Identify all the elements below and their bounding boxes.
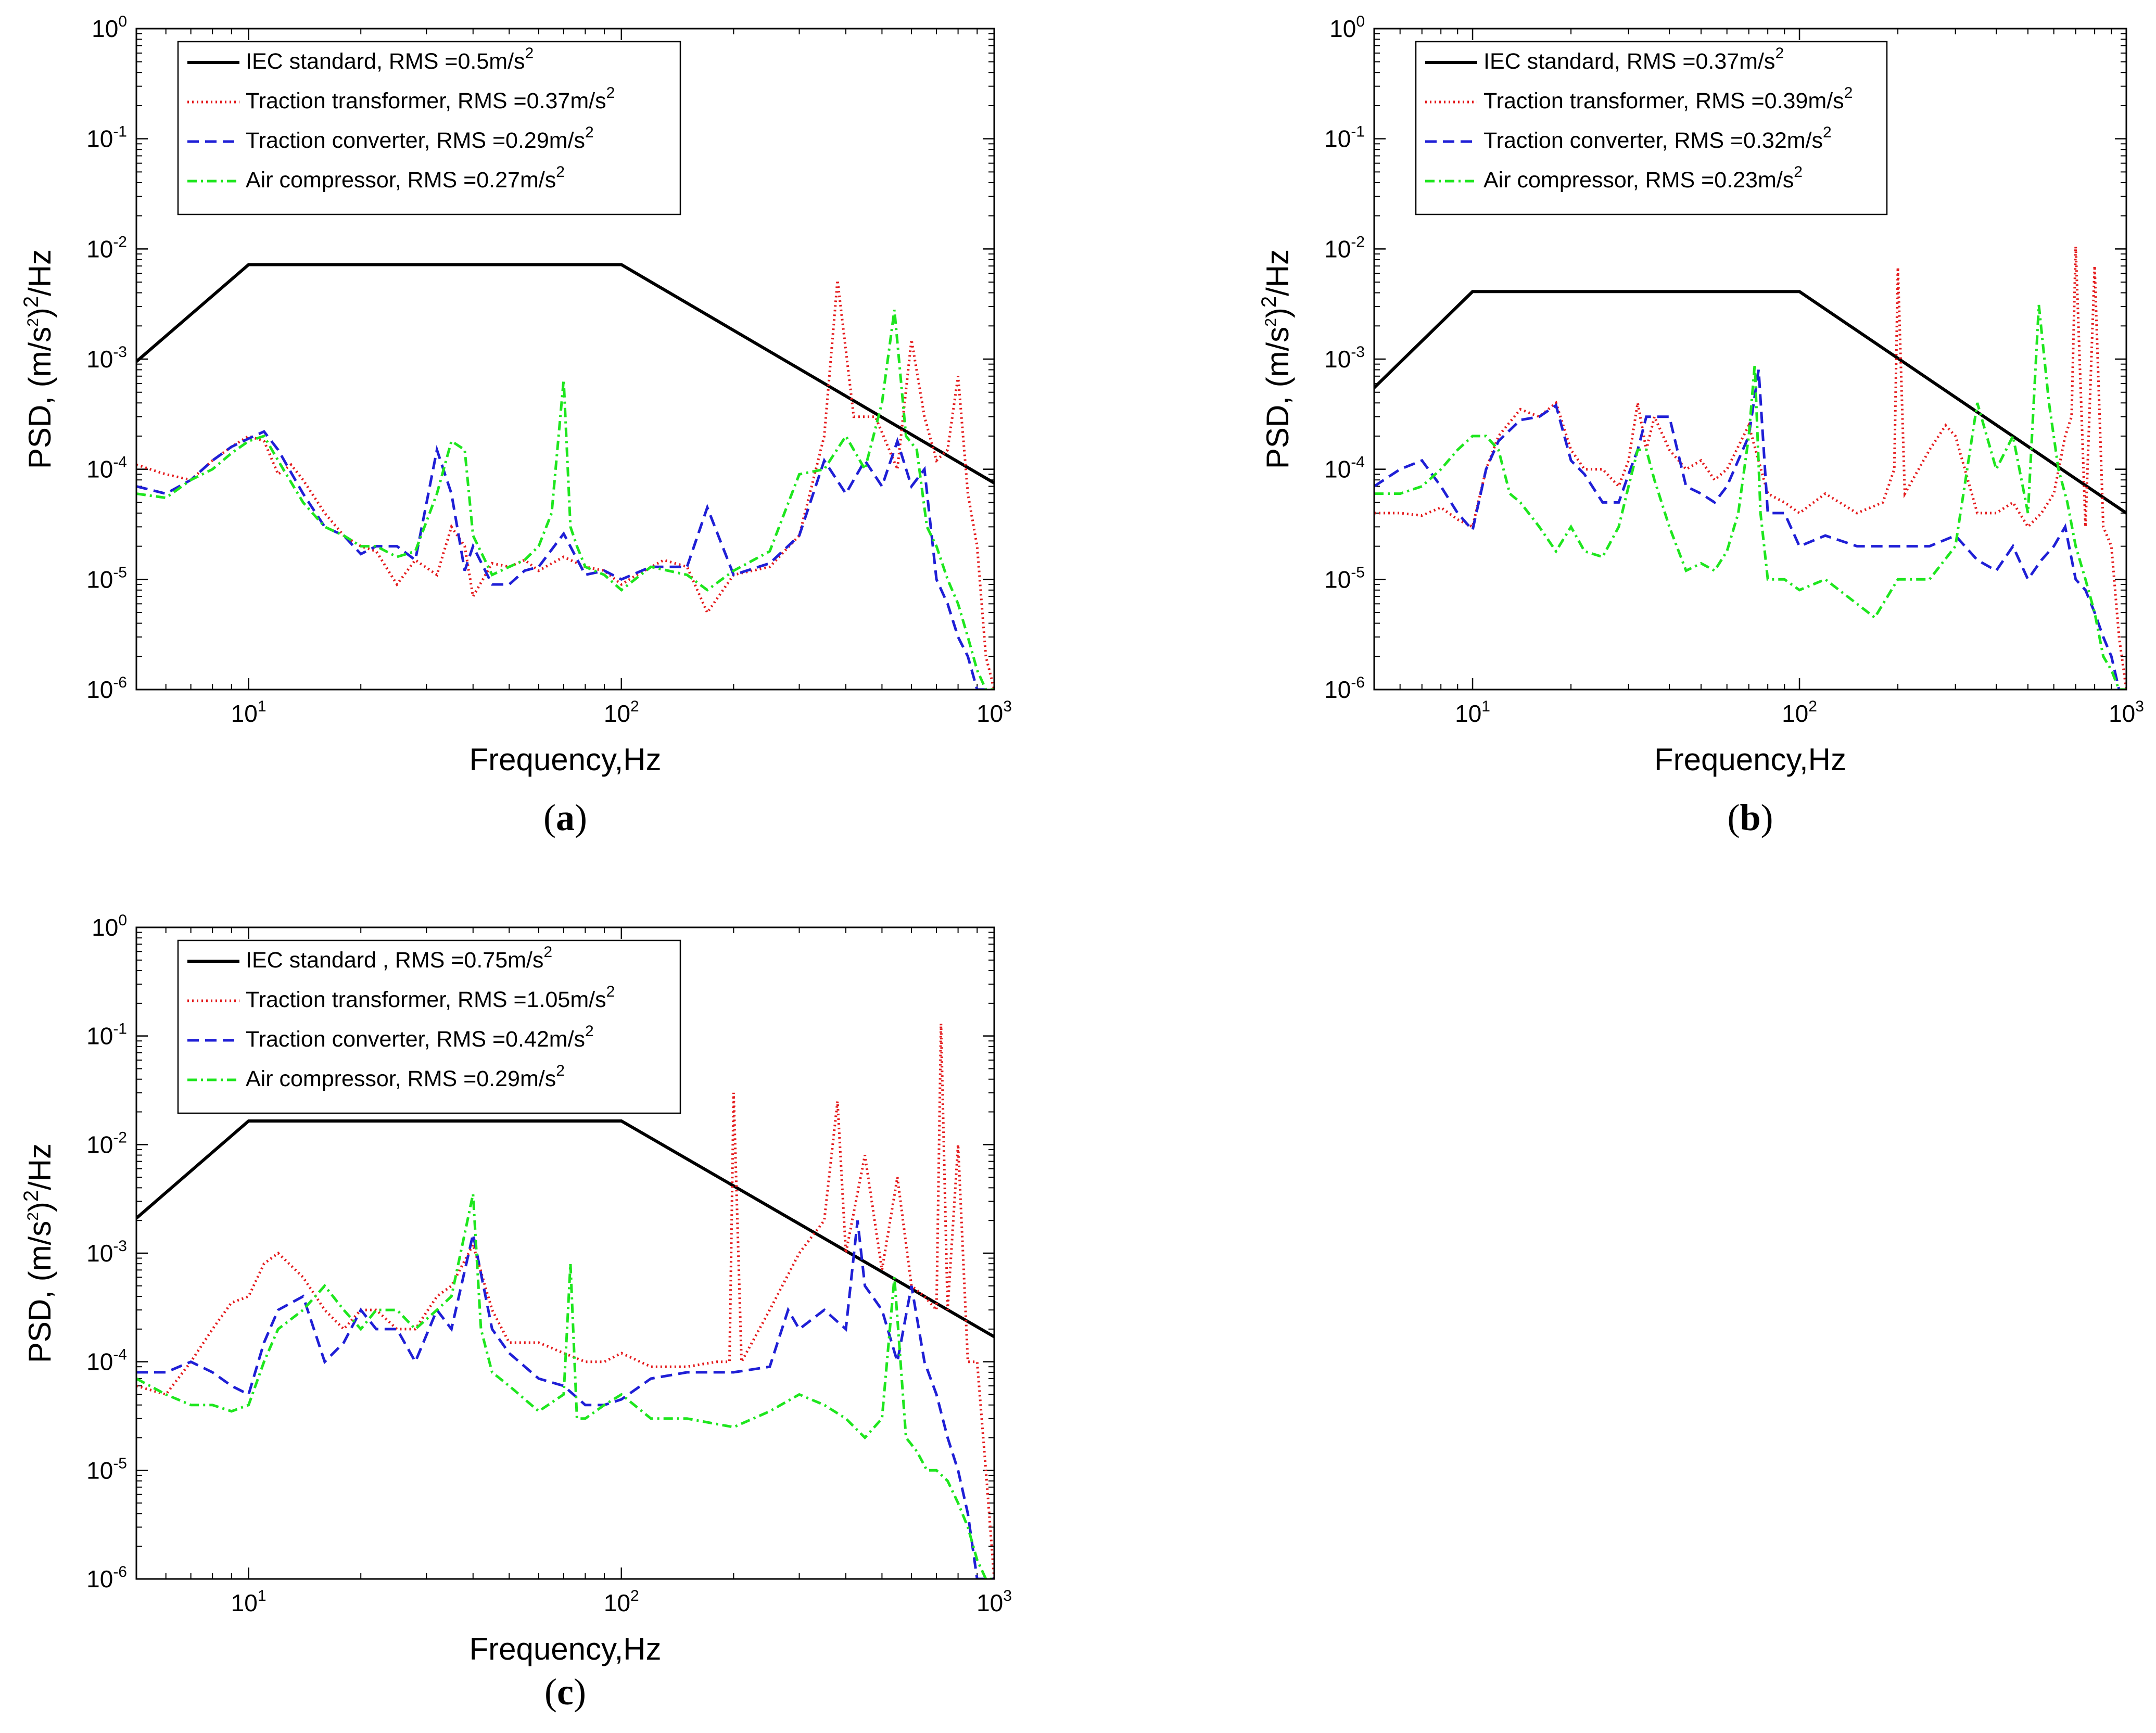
y-tick-label: 10-2 [1324,233,1365,262]
y-tick-label: 10-4 [86,1346,127,1375]
x-tick-label: 102 [1782,698,1817,727]
series-line-1 [136,1023,994,1579]
series-line-3 [136,310,994,690]
panel-label: (b) [1727,797,1773,838]
x-tick-label: 101 [231,698,267,727]
legend-entry-1: Traction transformer, RMS =1.05m/s2 [246,983,615,1012]
y-tick-label: 10-6 [86,1563,127,1592]
legend-box [177,939,681,1114]
x-axis-title: Frequency,Hz [469,742,661,777]
y-tick-label: 10-3 [86,343,127,373]
legend-entry-1: Traction transformer, RMS =0.37m/s2 [246,84,615,113]
x-tick-label: 101 [231,1587,267,1616]
series-line-3 [136,1193,994,1579]
legend-entry-2: Traction converter, RMS =0.29m/s2 [246,124,594,153]
legend-entry-0: IEC standard, RMS =0.37m/s2 [1483,45,1784,74]
legend-entry-0: IEC standard , RMS =0.75m/s2 [246,944,552,973]
x-tick-label: 101 [1455,698,1490,727]
x-tick-label: 102 [604,1587,639,1616]
chart-panel-a: 10-6 10-5 10-4 10-3 10-2 10-1 100 101 102 103 IEC … [20,13,1012,838]
legend-entry-3: Air compressor, RMS =0.23m/s2 [1483,163,1803,193]
x-tick-label: 103 [976,698,1012,727]
y-tick-label: 10-2 [86,233,127,262]
legend-box [177,41,681,215]
legend-entry-2: Traction converter, RMS =0.42m/s2 [246,1023,594,1052]
y-tick-label: 10-2 [86,1129,127,1158]
x-tick-label: 102 [604,698,639,727]
series-line-2 [1374,369,2126,690]
y-tick-label: 100 [1329,13,1365,42]
series-line-2 [136,430,994,690]
axes-box [135,926,995,1580]
panel-label: (a) [543,797,587,838]
legend-entry-0: IEC standard, RMS =0.5m/s2 [246,45,534,74]
y-tick-label: 10-6 [1324,674,1365,703]
y-tick-label: 10-5 [86,1455,127,1484]
series-line-1 [1374,246,2126,690]
y-tick-label: 10-5 [1324,564,1365,593]
legend-box [1415,41,1888,215]
series-line-1 [136,280,994,690]
series-line-2 [136,1220,994,1579]
y-axis-title: PSD, (m/s2)2/Hz [1258,249,1295,469]
y-tick-label: 10-4 [1324,454,1365,483]
legend-entry-1: Traction transformer, RMS =0.39m/s2 [1483,84,1853,113]
y-tick-label: 10-1 [86,1021,127,1050]
y-tick-label: 100 [92,912,127,941]
y-axis-title: PSD, (m/s2)2/Hz [20,1143,57,1363]
legend-entry-3: Air compressor, RMS =0.27m/s2 [246,163,565,193]
legend-entry-3: Air compressor, RMS =0.29m/s2 [246,1062,565,1091]
y-axis-title: PSD, (m/s2)2/Hz [20,249,57,469]
y-tick-label: 10-1 [1324,123,1365,152]
y-tick-label: 10-6 [86,674,127,703]
x-axis-title: Frequency,Hz [1654,742,1846,777]
panel-label: (c) [544,1671,586,1713]
y-tick-label: 10-3 [1324,343,1365,373]
y-tick-label: 10-1 [86,123,127,152]
x-tick-label: 103 [976,1587,1012,1616]
chart-panel-c: 10-6 10-5 10-4 10-3 10-2 10-1 100 101 102 103 IEC … [20,912,1012,1713]
axes-box [1373,28,2127,691]
x-tick-label: 103 [2109,698,2144,727]
series-line-3 [1374,304,2126,690]
y-tick-label: 100 [92,13,127,42]
y-tick-label: 10-3 [86,1238,127,1267]
y-tick-label: 10-5 [86,564,127,593]
y-tick-label: 10-4 [86,454,127,483]
axes-box [135,28,995,691]
series-line-0 [136,263,994,485]
chart-panel-b: 10-6 10-5 10-4 10-3 10-2 10-1 100 101 102 103 IEC … [1258,13,2144,838]
x-axis-title: Frequency,Hz [469,1632,661,1666]
series-line-0 [1374,290,2126,515]
legend-entry-2: Traction converter, RMS =0.32m/s2 [1483,124,1832,153]
series-line-0 [136,1119,994,1339]
